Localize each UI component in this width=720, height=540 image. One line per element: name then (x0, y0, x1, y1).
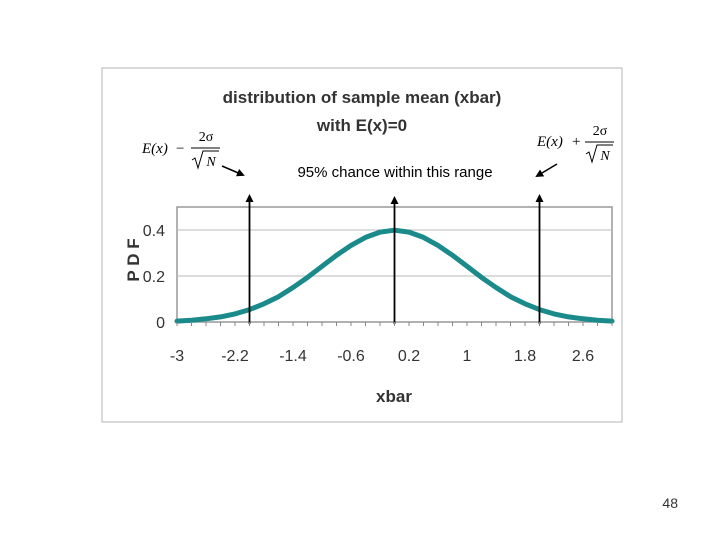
y-tick-label: 0.2 (143, 269, 165, 286)
left-formula-lhs: E(x) (141, 141, 168, 157)
slide-number: 48 (662, 495, 678, 511)
range-markers (245, 194, 544, 324)
x-axis-label: xbar (376, 387, 412, 406)
x-tick-labels: -3 -2.2 -1.4 -0.6 0.2 1 1.8 2.6 (170, 348, 594, 365)
y-tick-label: 0 (156, 315, 165, 332)
right-formula-op: + (572, 134, 580, 150)
left-formula-denominator: N (205, 155, 216, 170)
y-tick-labels: 0 0.2 0.4 (143, 223, 165, 332)
x-tick-label: 0.2 (398, 348, 420, 365)
x-tick-marks (176, 322, 613, 326)
y-tick-label: 0.4 (143, 223, 165, 240)
upper-bound-formula: E(x) + 2σ N (536, 124, 614, 164)
y-axis-label: P D F (124, 238, 143, 281)
x-tick-label: 1.8 (514, 348, 536, 365)
right-formula-numerator: 2σ (593, 124, 608, 139)
left-formula-op: − (176, 141, 184, 157)
lower-bound-formula: E(x) − 2σ N (141, 130, 220, 170)
left-formula-numerator: 2σ (199, 130, 214, 145)
chart-title-line1: distribution of sample mean (xbar) (223, 88, 502, 107)
x-tick-label: 2.6 (572, 348, 594, 365)
right-pointer-arrow (535, 163, 558, 178)
right-formula-sqrt-icon (585, 144, 613, 164)
left-pointer-arrow (221, 165, 245, 177)
left-formula-sqrt-icon (191, 150, 219, 170)
x-tick-label: -3 (170, 348, 184, 365)
right-formula-denominator: N (599, 149, 610, 164)
x-tick-label: -0.6 (337, 348, 365, 365)
chart-title-line2: with E(x)=0 (316, 116, 407, 135)
x-tick-label: -2.2 (221, 348, 249, 365)
x-tick-label: -1.4 (279, 348, 307, 365)
range-annotation: 95% chance within this range (297, 164, 492, 181)
right-formula-lhs: E(x) (536, 134, 563, 150)
x-tick-label: 1 (463, 348, 472, 365)
